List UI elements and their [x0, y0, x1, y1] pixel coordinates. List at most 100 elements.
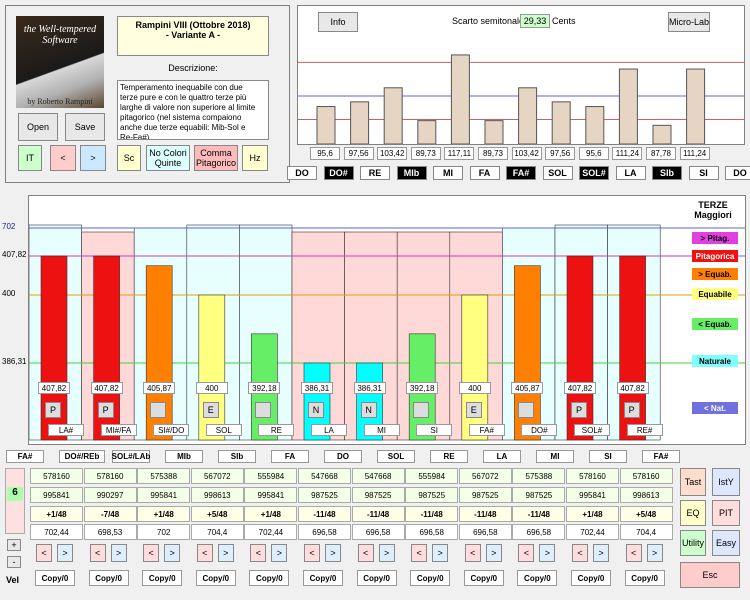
semitone-bar: [518, 87, 538, 144]
third-button[interactable]: P: [623, 402, 640, 418]
semitone-bar: [417, 120, 437, 144]
increase-button[interactable]: >: [164, 544, 181, 562]
copy-button[interactable]: Copy/0: [463, 570, 504, 586]
increase-button[interactable]: >: [378, 544, 395, 562]
comma-pitagorico-button[interactable]: Comma Pitagorico: [194, 145, 238, 171]
third-button[interactable]: N: [308, 402, 324, 418]
fifth-r4-cell: 702: [137, 524, 191, 540]
plus-button[interactable]: +: [7, 539, 21, 551]
copy-button[interactable]: Copy/0: [517, 570, 558, 586]
legend-item: Naturale: [692, 355, 738, 367]
decrease-button[interactable]: <: [89, 544, 106, 562]
decrease-button[interactable]: <: [250, 544, 267, 562]
third-button[interactable]: [150, 402, 167, 418]
third-button[interactable]: [255, 402, 272, 418]
increase-button[interactable]: >: [539, 544, 556, 562]
decrease-button[interactable]: <: [36, 544, 52, 562]
decrease-button[interactable]: <: [357, 544, 374, 562]
isty-button[interactable]: IstY: [712, 468, 740, 496]
note-label-4: MI: [433, 166, 463, 180]
hz-button[interactable]: Hz: [242, 145, 268, 171]
copy-button[interactable]: Copy/0: [35, 570, 75, 586]
semitone-value-label: 87,78: [646, 147, 676, 160]
note-label-12: DO: [725, 166, 750, 180]
tuning-title-box: Rampini VIII (Ottobre 2018) - Variante A…: [117, 16, 269, 56]
easy-button[interactable]: Easy: [712, 530, 740, 556]
decrease-button[interactable]: <: [464, 544, 481, 562]
scarto-unit: Cents: [552, 16, 576, 26]
increase-button[interactable]: >: [110, 544, 127, 562]
fifth-r1-cell: 578160: [30, 468, 83, 484]
minus-button[interactable]: -: [7, 556, 21, 568]
third-button[interactable]: E: [202, 402, 219, 418]
axis-label: 400: [2, 289, 16, 298]
copy-button[interactable]: Copy/0: [195, 570, 236, 586]
semitone-bar: [316, 106, 336, 144]
increase-button[interactable]: >: [485, 544, 502, 562]
esc-button[interactable]: Esc: [680, 562, 740, 588]
third-bar: [198, 294, 226, 441]
increase-button[interactable]: >: [593, 544, 609, 562]
fifth-r2-cell: 995841: [137, 487, 191, 503]
third-value-label: 407,82: [90, 382, 123, 394]
third-button[interactable]: P: [97, 402, 114, 418]
increase-button[interactable]: >: [646, 544, 663, 562]
increase-button[interactable]: >: [325, 544, 341, 562]
third-button[interactable]: P: [45, 402, 61, 418]
decrease-button[interactable]: <: [625, 544, 642, 562]
tast-button[interactable]: Tast: [680, 468, 706, 496]
note-label-10: SIb: [652, 166, 682, 180]
note-label-6: FA#: [506, 166, 536, 180]
note-label-11: SI: [688, 166, 719, 180]
decrease-button[interactable]: <: [518, 544, 535, 562]
decrease-button[interactable]: <: [572, 544, 588, 562]
it-button[interactable]: IT: [18, 145, 42, 171]
description-label: Descrizione:: [168, 63, 218, 73]
third-value-label: 407,82: [616, 382, 649, 394]
decrease-button[interactable]: <: [411, 544, 428, 562]
copy-button[interactable]: Copy/0: [571, 570, 611, 586]
increase-button[interactable]: >: [271, 544, 288, 562]
copy-button[interactable]: Copy/0: [249, 570, 290, 586]
copy-button[interactable]: Copy/0: [410, 570, 451, 586]
third-button[interactable]: E: [465, 402, 482, 418]
copy-button[interactable]: Copy/0: [142, 570, 183, 586]
third-button[interactable]: [518, 402, 535, 418]
fifth-r1-cell: 578160: [619, 468, 673, 484]
prev-button[interactable]: <: [50, 145, 76, 171]
third-value-label: 386,31: [353, 382, 386, 394]
eq-button[interactable]: EQ: [680, 500, 706, 526]
open-button[interactable]: Open: [18, 113, 58, 141]
increase-button[interactable]: >: [57, 544, 73, 562]
sc-button[interactable]: Sc: [117, 145, 141, 171]
copy-button[interactable]: Copy/0: [624, 570, 665, 586]
no-colori-quinte-button[interactable]: No Colori Quinte: [146, 145, 190, 171]
increase-button[interactable]: >: [217, 544, 234, 562]
utility-button[interactable]: Utility: [680, 530, 706, 556]
micro-lab-button[interactable]: Micro-Lab: [668, 12, 710, 32]
save-button[interactable]: Save: [65, 113, 105, 141]
fifth-r1-cell: 547668: [298, 468, 351, 484]
third-button[interactable]: P: [571, 402, 587, 418]
description-text[interactable]: Temperamento inequabile con due terze pu…: [117, 80, 269, 140]
decrease-button[interactable]: <: [196, 544, 213, 562]
note-label-0: DO: [287, 166, 317, 180]
third-button[interactable]: [413, 402, 430, 418]
fifth-name-label: SOL#/LAb: [111, 450, 151, 463]
next-button[interactable]: >: [80, 145, 106, 171]
copy-button[interactable]: Copy/0: [356, 570, 397, 586]
third-button[interactable]: N: [360, 402, 377, 418]
info-button[interactable]: Info: [318, 12, 358, 32]
thirds-title-line1: TERZE: [698, 200, 728, 210]
note-label-5: FA: [469, 166, 500, 180]
increase-button[interactable]: >: [432, 544, 449, 562]
decrease-button[interactable]: <: [304, 544, 320, 562]
decrease-button[interactable]: <: [143, 544, 160, 562]
tuning-subtitle: - Variante A -: [165, 30, 221, 40]
copy-button[interactable]: Copy/0: [88, 570, 129, 586]
pit-button[interactable]: PIT: [712, 500, 740, 526]
fifth-r4-cell: 702,44: [244, 524, 298, 540]
fifth-name-label: MIb: [165, 450, 203, 463]
note-label-7: SOL: [542, 166, 573, 180]
copy-button[interactable]: Copy/0: [303, 570, 343, 586]
